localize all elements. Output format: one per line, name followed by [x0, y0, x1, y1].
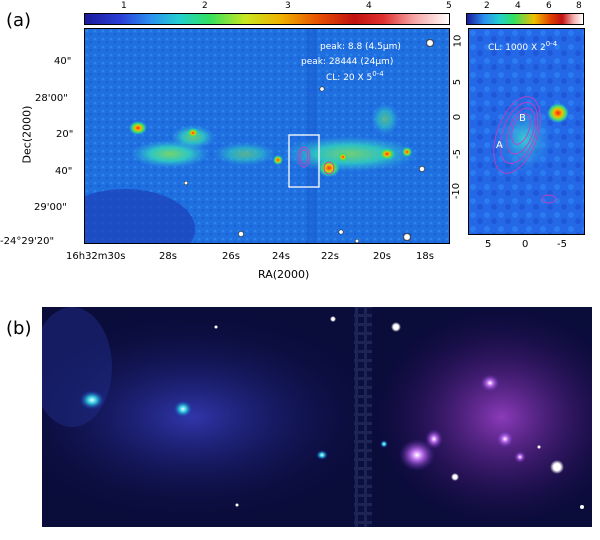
inset-contour-level: CL: 1000 X 20-4: [488, 40, 557, 53]
inset-y-tick: 0: [452, 113, 464, 121]
colorbar-main-tick: 2: [202, 1, 208, 11]
y-tick-label: 40": [54, 56, 72, 67]
inset-y-tick: 10: [452, 34, 464, 48]
inset-x-tick: -5: [557, 239, 567, 250]
colorbar-main-tick: 1: [121, 1, 127, 11]
colorbar-inset: [466, 13, 584, 25]
contour-level-annotation: CL: 20 X 50-4: [326, 70, 384, 83]
inset-y-tick: 5: [452, 78, 464, 86]
panel-b-label: (b): [6, 318, 32, 339]
contour-level-exponent: 0-4: [372, 70, 384, 78]
inset-y-tick: -10: [451, 182, 463, 200]
colorbar-main: [84, 13, 450, 25]
contour-level-text: CL: 20 X 5: [326, 73, 373, 83]
colorbar-inset-tick: 2: [484, 1, 490, 11]
x-tick-label: 28s: [159, 251, 177, 262]
inset-y-tick: -5: [451, 149, 463, 159]
x-axis-title: RA(2000): [258, 268, 310, 281]
y-tick-label: 29'00": [34, 202, 67, 213]
source-label-b: B: [519, 113, 526, 124]
inset-map: [468, 28, 585, 235]
panel-a-label: (a): [6, 10, 32, 31]
y-tick-label: -24°29'20": [0, 236, 55, 247]
inset-x-tick: 5: [485, 239, 492, 250]
colorbar-main-tick: 5: [446, 1, 452, 11]
peak-annotation-2: peak: 28444 (24μm): [301, 57, 394, 67]
colorbar-inset-tick: 4: [515, 1, 521, 11]
colorbar-main-tick: 4: [366, 1, 372, 11]
y-axis-title: Dec(2000): [20, 105, 34, 164]
x-tick-label: 26s: [222, 251, 240, 262]
panel-b-composite: [42, 307, 592, 527]
y-tick-label: 40": [55, 166, 73, 177]
inset-x-tick: 0: [522, 239, 529, 250]
main-map: [84, 28, 450, 244]
colorbar-inset-tick: 6: [546, 1, 552, 11]
inset-map-image: [469, 29, 584, 234]
x-tick-label: 20s: [373, 251, 391, 262]
x-tick-label-first: 16h32m30s: [66, 251, 126, 262]
inset-contour-level-text: CL: 1000 X 2: [488, 43, 546, 53]
panel-b-image: [42, 307, 592, 527]
source-label-a: A: [496, 140, 503, 151]
colorbar-inset-tick: 8: [576, 1, 582, 11]
main-map-image: [85, 29, 449, 243]
y-tick-label: 20": [56, 129, 74, 140]
x-tick-label: 24s: [272, 251, 290, 262]
colorbar-main-tick: 3: [285, 1, 291, 11]
x-tick-label: 22s: [321, 251, 339, 262]
peak-annotation-1: peak: 8.8 (4.5μm): [320, 42, 401, 52]
inset-contour-level-exponent: 0-4: [545, 40, 558, 48]
y-tick-label: 28'00": [35, 93, 68, 104]
x-tick-label: 18s: [416, 251, 434, 262]
